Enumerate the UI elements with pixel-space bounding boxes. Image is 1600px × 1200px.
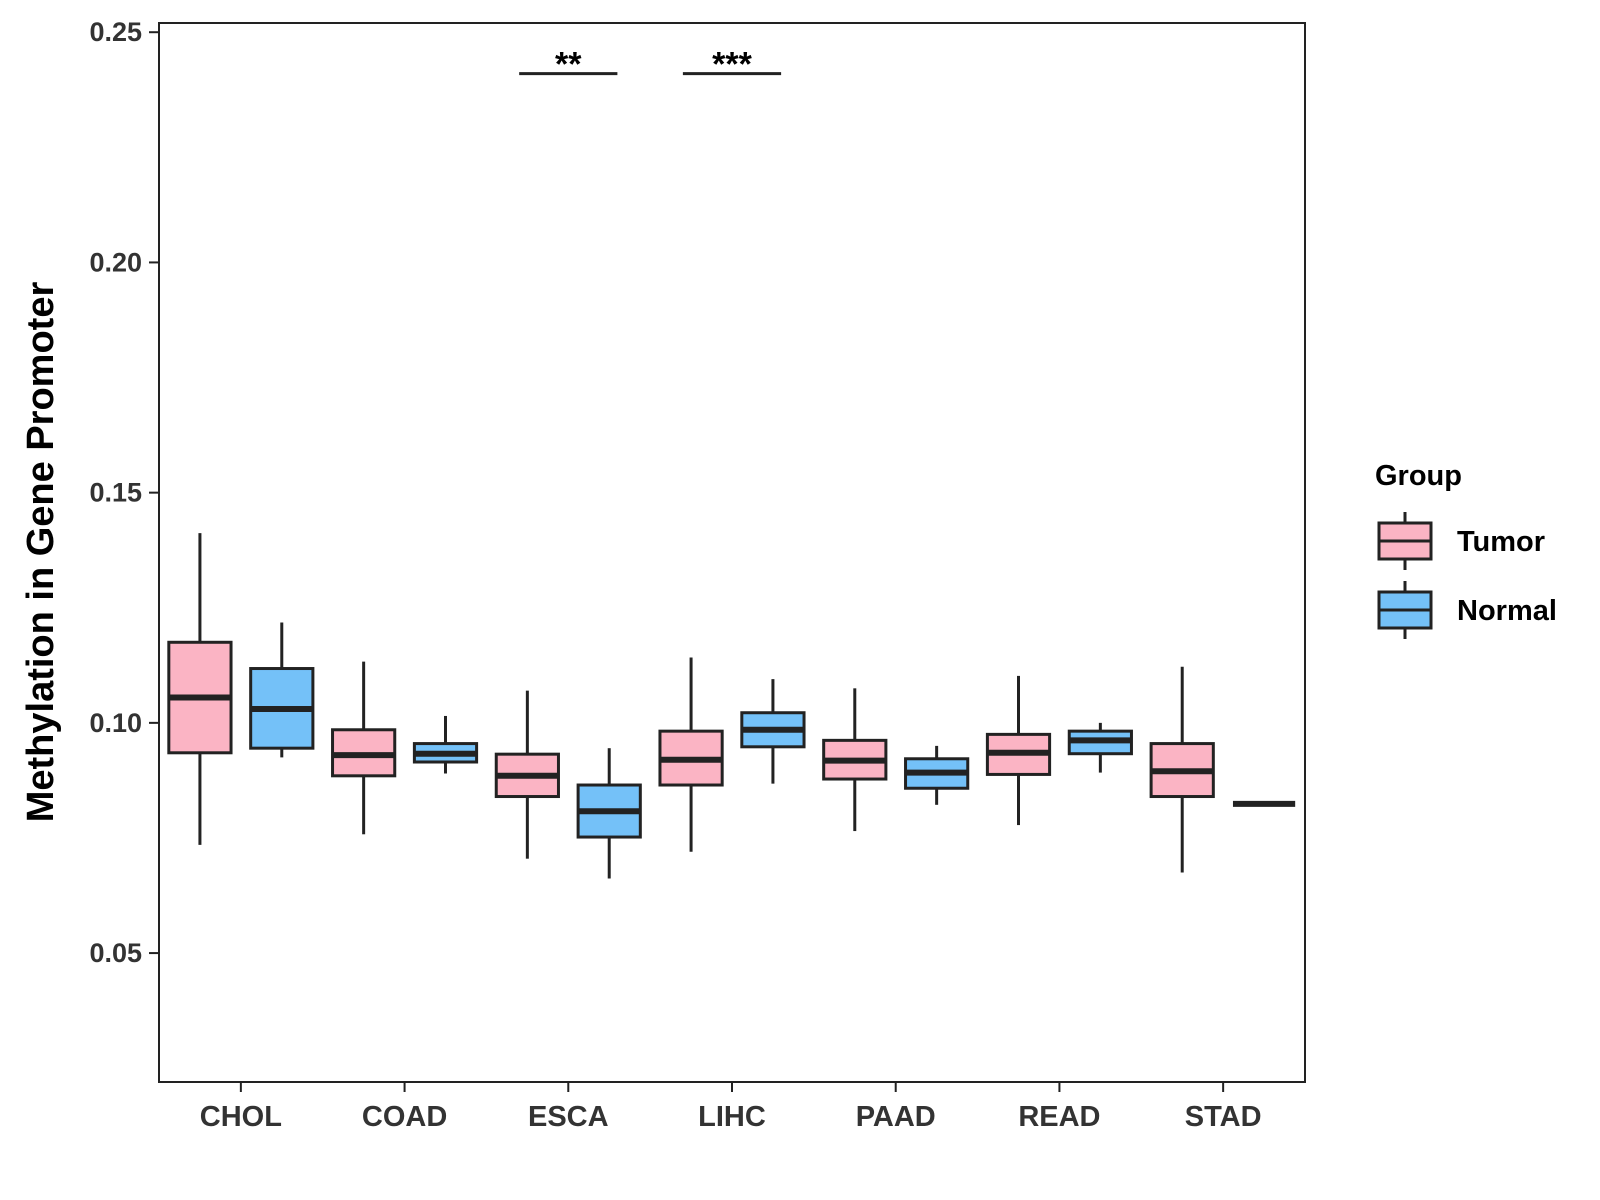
y-tick-label: 0.25 [89,17,142,47]
significance-label: ** [555,46,582,84]
y-tick-label: 0.05 [89,938,142,968]
legend-title: Group [1375,460,1462,492]
box-normal-coad [412,715,479,774]
box-tumor-stad [1149,666,1215,873]
legend-label: Tumor [1457,526,1545,558]
box-normal-lihc [740,679,806,784]
x-axis: CHOL COAD ESCA LIHC PAAD READ STAD [200,1082,1262,1133]
x-tick-label: READ [1018,1101,1100,1133]
x-tick-label: STAD [1185,1101,1262,1133]
x-tick-label: PAAD [856,1101,936,1133]
y-axis-label: Methylation in Gene Promoter [20,282,62,823]
box-tumor-paad [822,688,888,832]
box-tumor-read [985,675,1052,826]
legend: Group Tumor Normal [1375,460,1557,639]
x-tick-label: ESCA [528,1101,609,1133]
significance-annotations: ** *** [519,46,782,84]
box-tumor-lihc [658,657,724,852]
x-tick-label: CHOL [200,1101,282,1133]
box-normal-read [1067,722,1133,773]
legend-item-tumor: Tumor [1377,512,1545,570]
box-tumor-esca [494,690,560,859]
box-normal-esca [576,748,642,879]
y-tick-label: 0.15 [89,478,142,508]
y-tick-label: 0.10 [89,708,142,738]
y-axis: 0.05 0.10 0.15 0.20 0.25 [89,17,159,968]
legend-item-normal: Normal [1377,581,1557,639]
x-tick-label: LIHC [698,1101,766,1133]
box-tumor-coad [331,661,397,835]
legend-label: Normal [1457,595,1557,627]
significance-label: *** [712,46,752,84]
box-series [167,533,1296,879]
x-tick-label: COAD [362,1101,447,1133]
panel-border [158,22,1306,1083]
box-normal-paad [904,745,970,805]
box-normal-chol [249,622,315,758]
box-tumor-chol [167,533,233,845]
y-tick-label: 0.20 [89,247,142,277]
